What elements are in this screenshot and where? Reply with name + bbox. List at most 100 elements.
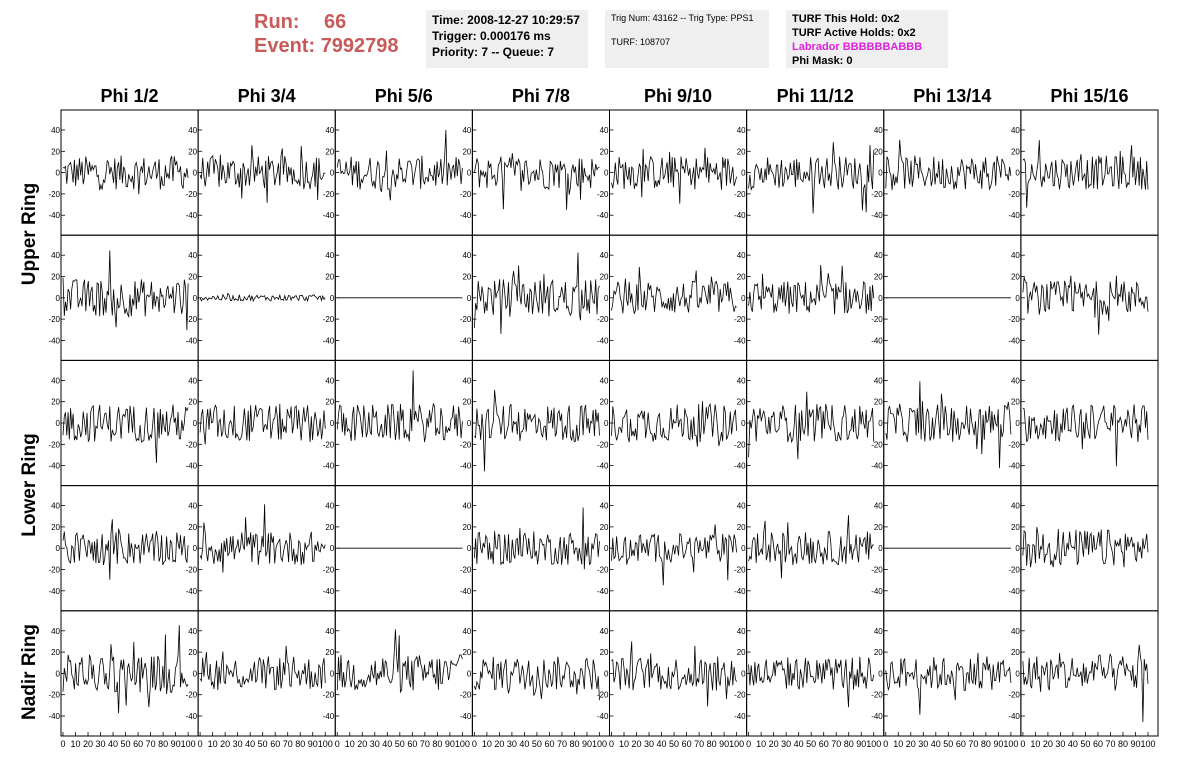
waveform-line [474, 153, 600, 210]
waveform-line [1022, 644, 1149, 723]
y-tick-label: 40 [188, 502, 197, 511]
x-tick-label: 60 [270, 739, 280, 749]
y-tick-label: -40 [48, 336, 60, 345]
x-tick-label: 40 [519, 739, 529, 749]
y-tick-label: 20 [874, 147, 883, 156]
y-tick-label: -40 [597, 712, 609, 721]
y-tick-label: -40 [597, 336, 609, 345]
y-tick-label: 40 [600, 502, 609, 511]
x-tick-label: 50 [943, 739, 953, 749]
column-title: Phi 3/4 [237, 86, 296, 106]
y-tick-label: 40 [462, 251, 471, 260]
y-tick-label: 40 [1011, 251, 1020, 260]
y-tick-label: -40 [1008, 211, 1020, 220]
y-tick-label: -40 [871, 211, 883, 220]
x-tick-label: 20 [769, 739, 779, 749]
y-tick-label: 40 [51, 627, 60, 636]
run-event-header: Run: 66 Event: 7992798 [254, 10, 399, 58]
x-tick-label: 10 [619, 739, 629, 749]
x-tick-label: 20 [1043, 739, 1053, 749]
y-tick-label: -20 [460, 566, 472, 575]
x-tick-label: 50 [532, 739, 542, 749]
y-tick-label: 0 [1015, 544, 1020, 553]
column-title: Phi 1/2 [100, 86, 159, 106]
y-tick-label: 0 [878, 294, 883, 303]
x-tick-label: 0 [609, 739, 614, 749]
y-tick-label: 40 [462, 376, 471, 385]
trig-info-box: Trig Num: 43162 -- Trig Type: PPS1 TURF:… [605, 10, 769, 68]
y-tick-label: 40 [874, 251, 883, 260]
y-tick-label: 0 [467, 294, 472, 303]
y-tick-label: 0 [330, 419, 335, 428]
y-tick-label: 0 [1015, 669, 1020, 678]
plot-frame [471, 109, 610, 236]
y-tick-label: 20 [1011, 523, 1020, 532]
y-tick-label: -20 [1008, 190, 1020, 199]
waveform-line [1022, 527, 1149, 568]
y-tick-label: 40 [600, 251, 609, 260]
y-tick-label: 20 [462, 523, 471, 532]
y-tick-label: 0 [193, 544, 198, 553]
y-tick-label: -40 [460, 587, 472, 596]
waveform-line [474, 507, 600, 570]
x-tick-label: 90 [1130, 739, 1140, 749]
y-tick-label: 0 [604, 419, 609, 428]
x-tick-label: 50 [806, 739, 816, 749]
y-tick-label: 20 [737, 272, 746, 281]
y-tick-label: -40 [871, 587, 883, 596]
x-tick-label: 60 [133, 739, 143, 749]
y-tick-label: 40 [188, 251, 197, 260]
y-tick-label: 0 [1015, 169, 1020, 178]
y-tick-label: 40 [462, 126, 471, 135]
x-tick-label: 0 [335, 739, 340, 749]
y-tick-label: 40 [1011, 376, 1020, 385]
waveform-line [62, 404, 189, 463]
y-tick-label: -40 [734, 211, 746, 220]
x-tick-label: 100 [729, 739, 744, 749]
y-tick-label: -40 [186, 462, 198, 471]
turf-text: TURF: 108707 [611, 37, 671, 47]
y-tick-label: 40 [188, 627, 197, 636]
waveform-line [1022, 140, 1149, 208]
y-tick-label: 20 [1011, 147, 1020, 156]
waveform-line [62, 625, 189, 714]
x-tick-label: 70 [283, 739, 293, 749]
x-tick-label: 40 [931, 739, 941, 749]
y-tick-label: 20 [737, 398, 746, 407]
y-tick-label: 20 [1011, 272, 1020, 281]
x-tick-label: 90 [445, 739, 455, 749]
x-tick-label: 0 [746, 739, 751, 749]
x-tick-label: 0 [60, 739, 65, 749]
waveform-line [474, 656, 600, 701]
y-tick-label: 0 [878, 169, 883, 178]
y-tick-label: 20 [188, 523, 197, 532]
x-tick-label: 50 [395, 739, 405, 749]
y-tick-label: -40 [460, 712, 472, 721]
waveform-line [62, 250, 189, 331]
waveform-line [474, 252, 600, 334]
x-tick-label: 60 [956, 739, 966, 749]
column-title: Phi 5/6 [374, 86, 433, 106]
plot-frame [471, 234, 610, 361]
x-tick-label: 30 [96, 739, 106, 749]
y-tick-label: 0 [604, 294, 609, 303]
y-tick-label: -40 [734, 336, 746, 345]
y-tick-label: 0 [741, 669, 746, 678]
y-tick-label: -40 [323, 587, 335, 596]
x-tick-label: 60 [1093, 739, 1103, 749]
y-tick-label: -40 [734, 462, 746, 471]
x-tick-label: 30 [1055, 739, 1065, 749]
y-tick-label: 40 [325, 251, 334, 260]
y-tick-label: -20 [460, 440, 472, 449]
waveform-line [199, 292, 326, 303]
x-tick-label: 100 [1140, 739, 1155, 749]
y-tick-label: 0 [741, 169, 746, 178]
y-tick-label: 40 [600, 376, 609, 385]
y-tick-label: -20 [734, 691, 746, 700]
y-tick-label: -40 [1008, 712, 1020, 721]
y-tick-label: -20 [1008, 691, 1020, 700]
x-tick-label: 60 [819, 739, 829, 749]
y-tick-label: -20 [460, 190, 472, 199]
waveform-line [611, 641, 737, 707]
priority-text: Priority: 7 -- Queue: 7 [432, 45, 555, 59]
